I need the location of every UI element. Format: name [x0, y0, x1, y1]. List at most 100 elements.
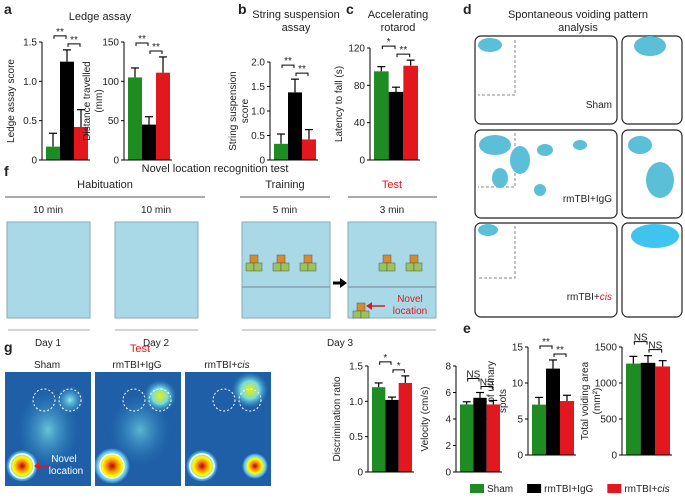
legend-label: rmTBI+cis — [624, 484, 669, 495]
significance-label: * — [383, 353, 387, 364]
bar — [274, 143, 288, 160]
novel-location: location — [393, 306, 427, 317]
panel-letter: b — [238, 1, 247, 17]
phase-label: Test — [382, 179, 402, 191]
legend-label-part: rmTBI+ — [624, 484, 657, 495]
y-tick-label: 0 — [31, 156, 37, 167]
legend-swatch — [470, 484, 484, 493]
significance-bracket — [633, 341, 648, 345]
y-tick-label: 15 — [512, 343, 524, 354]
y-axis-label: Discrimination ratio — [332, 376, 343, 461]
y-tick-label: 0 — [357, 468, 363, 479]
significance-label: NS — [648, 341, 662, 352]
novel-location: location — [49, 466, 83, 477]
heatmap-label: rmTBI+cis — [204, 360, 249, 371]
y-axis-label: Distance travelled — [82, 61, 93, 140]
significance-bracket — [648, 349, 663, 353]
significance-bracket — [295, 72, 309, 77]
bar — [46, 146, 60, 160]
y-tick-label: 0 — [113, 156, 119, 167]
novel-location: Novel — [397, 294, 423, 305]
duration: 10 min — [141, 205, 171, 216]
y-tick-label: 6 — [445, 388, 451, 399]
y-tick-label: 50 — [108, 116, 120, 127]
significance-label: ** — [70, 35, 78, 46]
y-tick-label: 0 — [611, 451, 617, 462]
y-axis-label: Ledge assay score — [6, 59, 17, 143]
significance-bracket — [480, 386, 493, 390]
day-label: Day 3 — [327, 338, 354, 349]
significance-label: ** — [399, 45, 407, 56]
bar — [388, 91, 404, 160]
significance-bracket — [135, 42, 149, 46]
y-tick-label: 40 — [354, 118, 366, 129]
legend-label: Sham — [487, 484, 513, 495]
y-tick-label: 0 — [517, 451, 523, 462]
heading: Ledge assay — [69, 11, 132, 23]
y-tick-label: 1.5 — [251, 82, 265, 93]
bar — [640, 362, 656, 455]
bar — [473, 397, 487, 472]
significance-label: ** — [138, 34, 146, 45]
y-tick-label: 500 — [600, 415, 617, 426]
significance-label: ** — [56, 27, 64, 38]
legend-swatch — [527, 484, 542, 493]
y-axis-label: Latency to fall (s) — [334, 66, 345, 142]
significance-label: ** — [284, 56, 292, 67]
panel-letter: a — [4, 1, 12, 17]
voiding-label: rmTBI+cis — [567, 292, 612, 303]
voiding-label: Sham — [586, 100, 612, 111]
panel-letter: c — [346, 1, 354, 17]
bar — [546, 368, 560, 455]
duration: 3 min — [380, 205, 404, 216]
day-label: Day 2 — [143, 338, 170, 349]
y-tick-label: 100 — [102, 77, 119, 88]
y-tick-label: 1500 — [595, 343, 618, 354]
bar — [655, 366, 670, 455]
bar — [460, 404, 474, 472]
y-tick-label: 1000 — [595, 379, 618, 390]
heading: String suspension — [252, 9, 339, 21]
bar — [398, 382, 412, 472]
novel-location: Novel — [51, 454, 77, 465]
bar — [156, 72, 170, 160]
significance-bracket — [539, 345, 553, 349]
panel-letter: f — [4, 163, 9, 179]
y-tick-label: 0 — [359, 156, 365, 167]
significance-label: ** — [556, 345, 564, 356]
significance-bracket — [281, 64, 295, 69]
y-tick-label: 80 — [354, 81, 366, 92]
significance-bracket — [396, 53, 411, 58]
significance-label: NS — [466, 370, 480, 381]
significance-bracket — [67, 43, 81, 47]
bar — [60, 61, 74, 160]
significance-bracket — [53, 35, 67, 39]
day-label: Day 1 — [35, 338, 62, 349]
bar — [486, 404, 500, 472]
significance-label: * — [387, 37, 391, 48]
y-axis-label: Velocity (cm/s) — [420, 386, 431, 451]
significance-bracket — [381, 45, 396, 50]
phase-label: Training — [265, 179, 304, 191]
panel-letter: d — [463, 1, 472, 17]
heatmap-label: Sham — [34, 360, 60, 371]
heatmap-title: Test — [130, 343, 150, 355]
bar — [288, 92, 302, 160]
significance-bracket — [149, 50, 163, 54]
y-tick-label: 1.0 — [251, 107, 265, 118]
y-tick-label: 8 — [445, 362, 451, 373]
heatmaps — [5, 372, 271, 486]
significance-label: ** — [542, 337, 550, 348]
y-tick-label: 1.5 — [349, 362, 363, 373]
y-tick-label: 0 — [259, 156, 265, 167]
heading: Spontaneous voiding pattern — [508, 9, 648, 21]
bar — [374, 71, 389, 160]
y-tick-label: 0 — [445, 468, 451, 479]
y-tick-label: 4 — [445, 415, 451, 426]
legend-label-part: cis — [657, 484, 669, 495]
heatmap-label: rmTBI+IgG — [112, 360, 161, 371]
significance-label: ** — [298, 64, 306, 75]
heading: assay — [282, 22, 311, 34]
heading: rotarod — [381, 22, 416, 34]
y-tick-label: 1.5 — [23, 38, 37, 49]
